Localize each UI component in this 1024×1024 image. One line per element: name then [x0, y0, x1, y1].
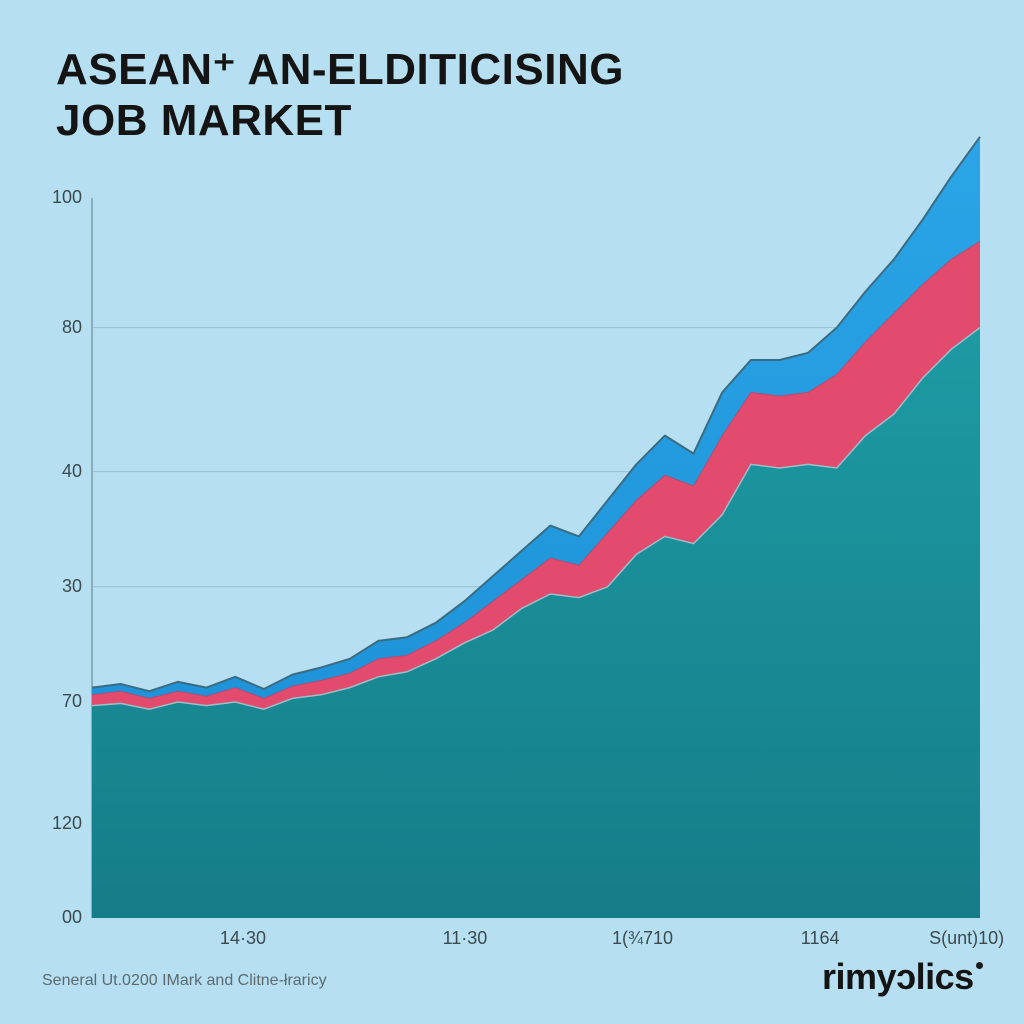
footer-source-text: Seneral Ut.0200 IMark and Clitne-łraricy: [42, 972, 327, 990]
chart-canvas: ASEAN⁺ AN-ELDITICISING JOB MARKET 100 80 4…: [0, 0, 1024, 1024]
x-tick-label: 14·30: [220, 928, 266, 949]
chart-title-line2: JOB MARKET: [56, 96, 352, 146]
x-tick-label: 1(¾710: [612, 928, 673, 949]
y-tick-label: 70: [42, 691, 82, 712]
y-tick-label: 30: [42, 576, 82, 597]
x-tick-label: 11·30: [443, 928, 488, 949]
chart-title-line1: ASEAN⁺ AN-ELDITICISING: [56, 44, 624, 95]
brand-logo: rimyɔlics: [822, 956, 983, 998]
y-tick-label: 40: [42, 461, 82, 482]
y-tick-label: 100: [42, 187, 82, 208]
brand-text: rimyɔlics: [822, 956, 983, 997]
y-tick-label: 80: [42, 317, 82, 338]
y-tick-label: 120: [42, 813, 82, 834]
x-tick-label: 1164: [801, 928, 840, 949]
x-tick-label: S(unt)10): [929, 928, 1004, 949]
y-tick-label: 00: [42, 907, 82, 928]
area-chart-svg: [0, 0, 1024, 1024]
